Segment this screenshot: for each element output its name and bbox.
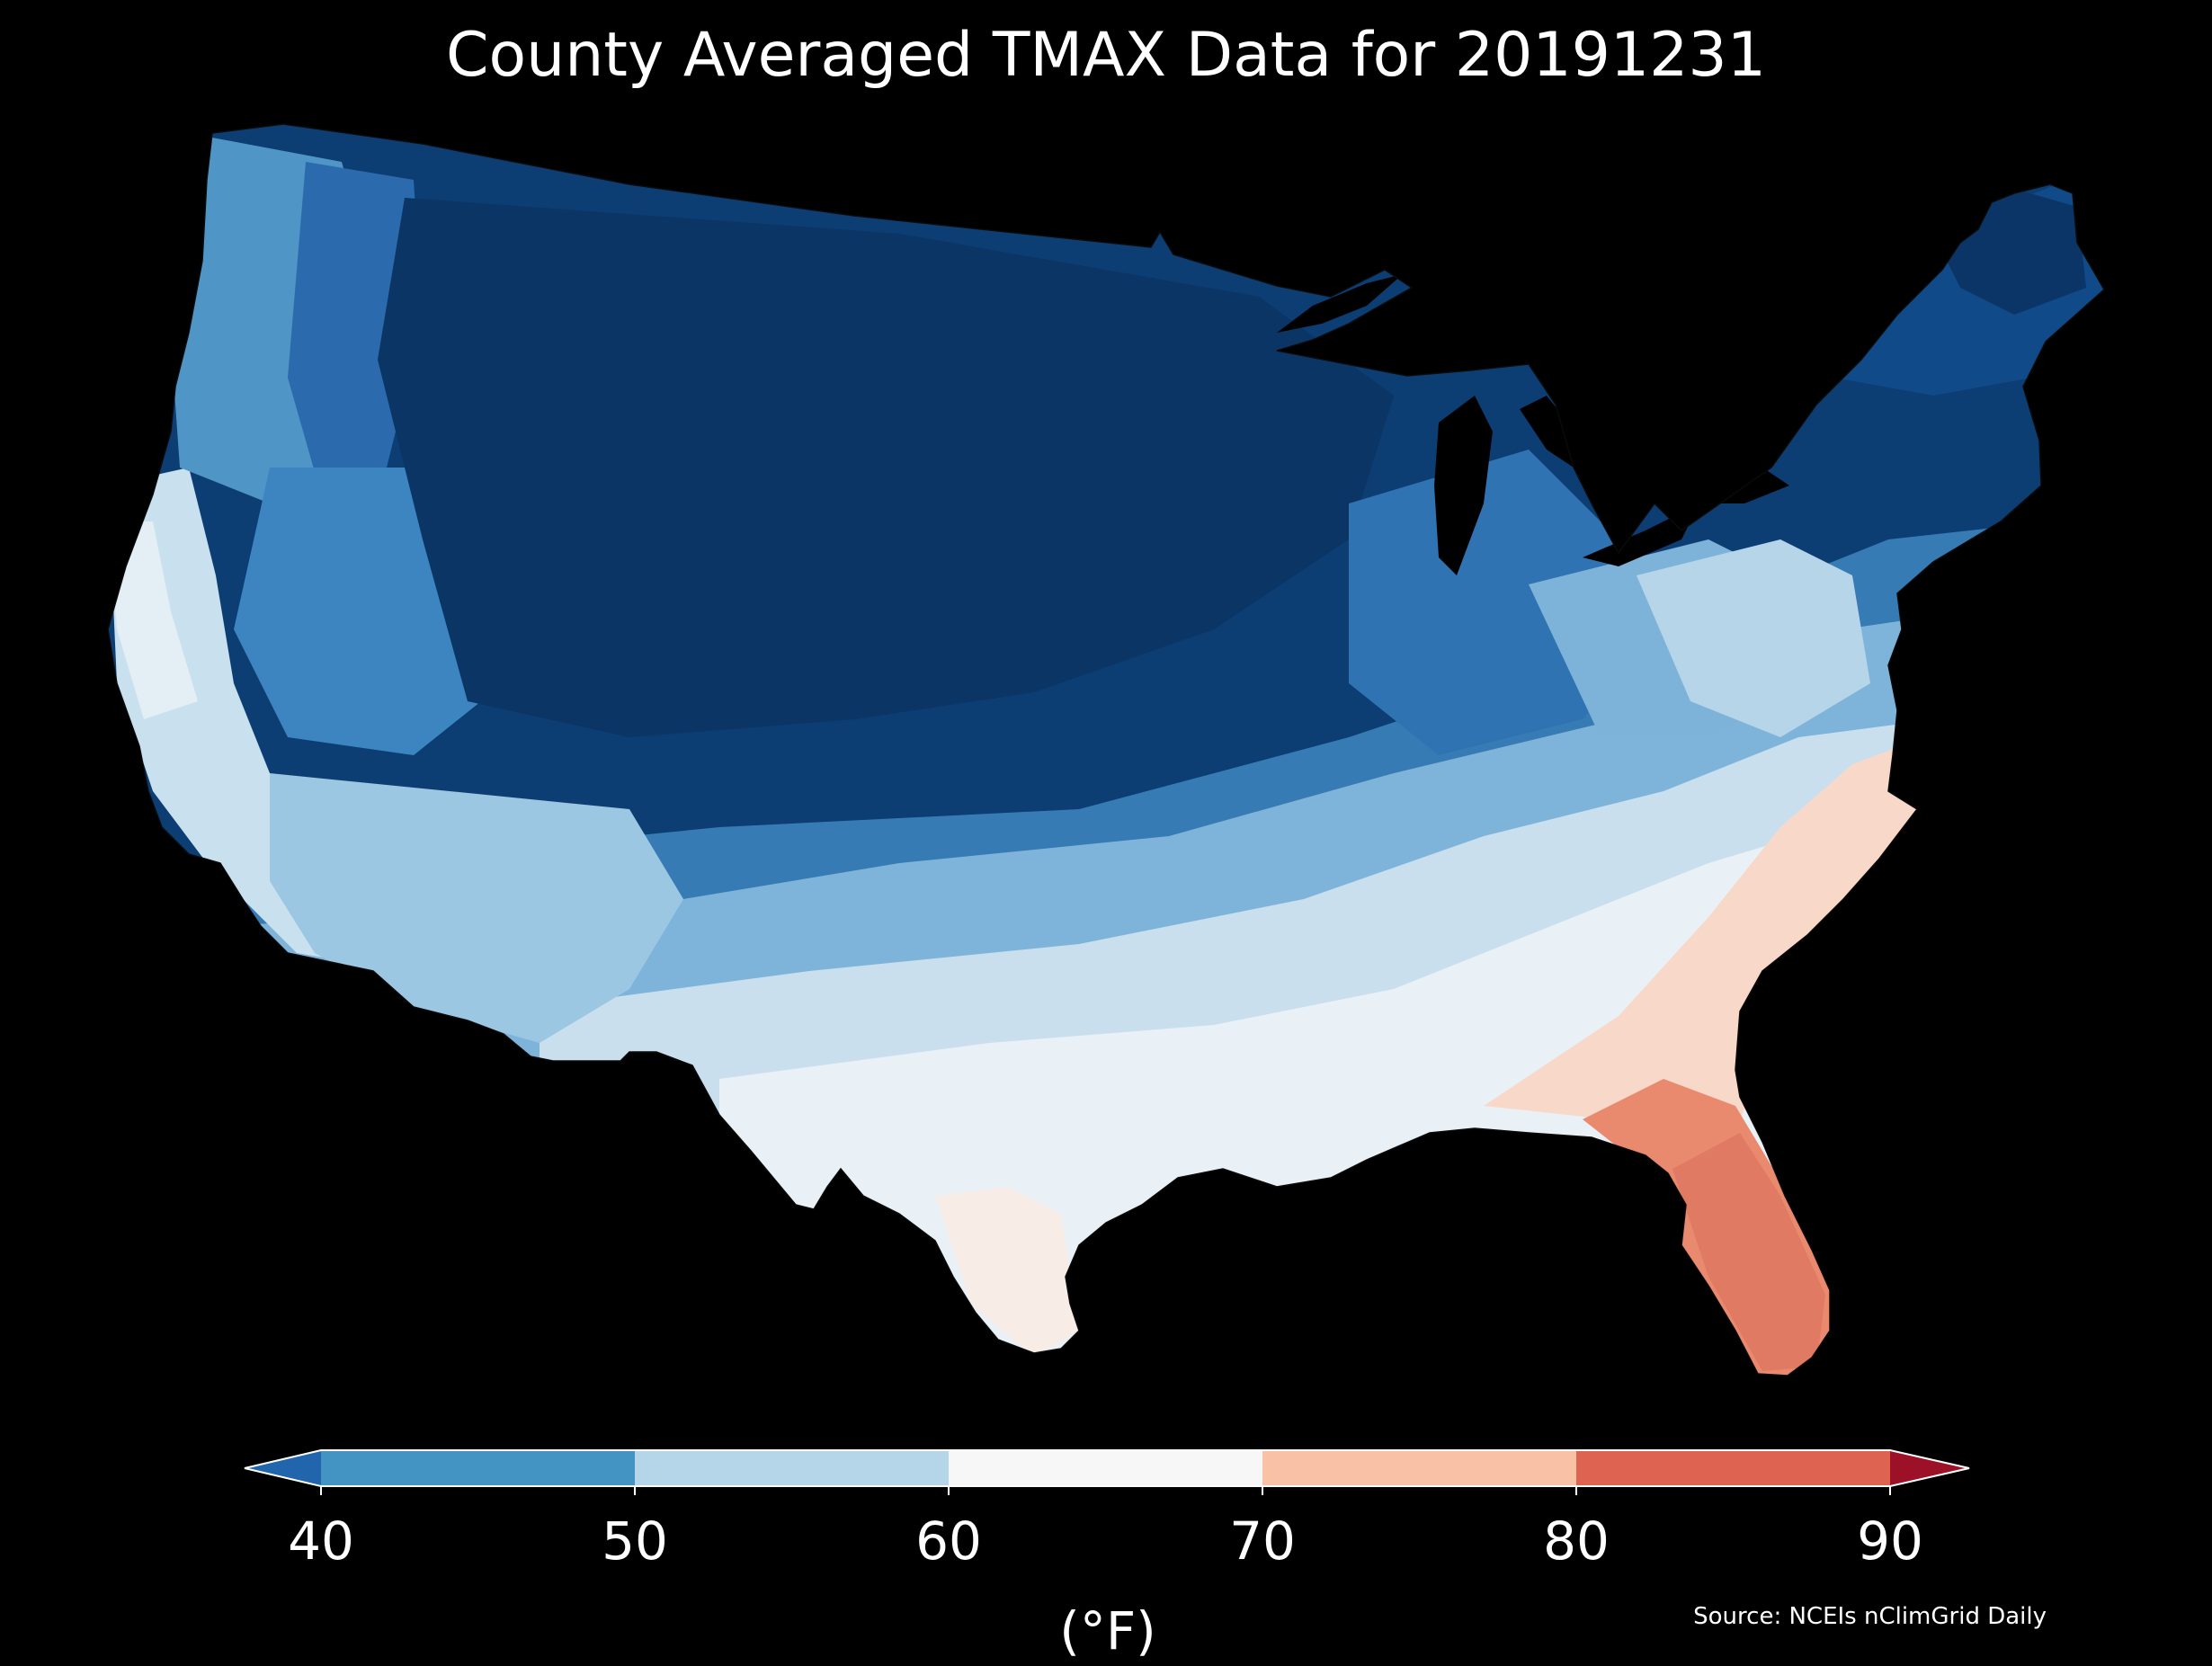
colorbar-extend-min xyxy=(245,1450,321,1486)
colorbar-tick-label: 40 xyxy=(288,1510,354,1572)
great-lakes xyxy=(1277,274,1789,575)
map-title: County Averaged TMAX Data for 20191231 xyxy=(446,20,1766,91)
colorbar-bin xyxy=(1262,1450,1576,1486)
colorbar-tick-label: 70 xyxy=(1229,1510,1296,1572)
colorbar-unit-label: (°F) xyxy=(1059,1600,1156,1662)
colorbar-tick-label: 50 xyxy=(602,1510,668,1572)
colorbar-bin xyxy=(1576,1450,1890,1486)
colorbar-bin xyxy=(949,1450,1262,1486)
source-credit: Source: NCEIs nClimGrid Daily xyxy=(1693,1603,2047,1630)
colorbar-extend-max xyxy=(1890,1450,1969,1486)
colorbar-bin xyxy=(321,1450,635,1486)
colorbar-tick-label: 80 xyxy=(1543,1510,1610,1572)
colorbar-tick-label: 60 xyxy=(915,1510,982,1572)
colorbar-bin xyxy=(635,1450,949,1486)
colorbar-tick-label: 90 xyxy=(1857,1510,1923,1572)
